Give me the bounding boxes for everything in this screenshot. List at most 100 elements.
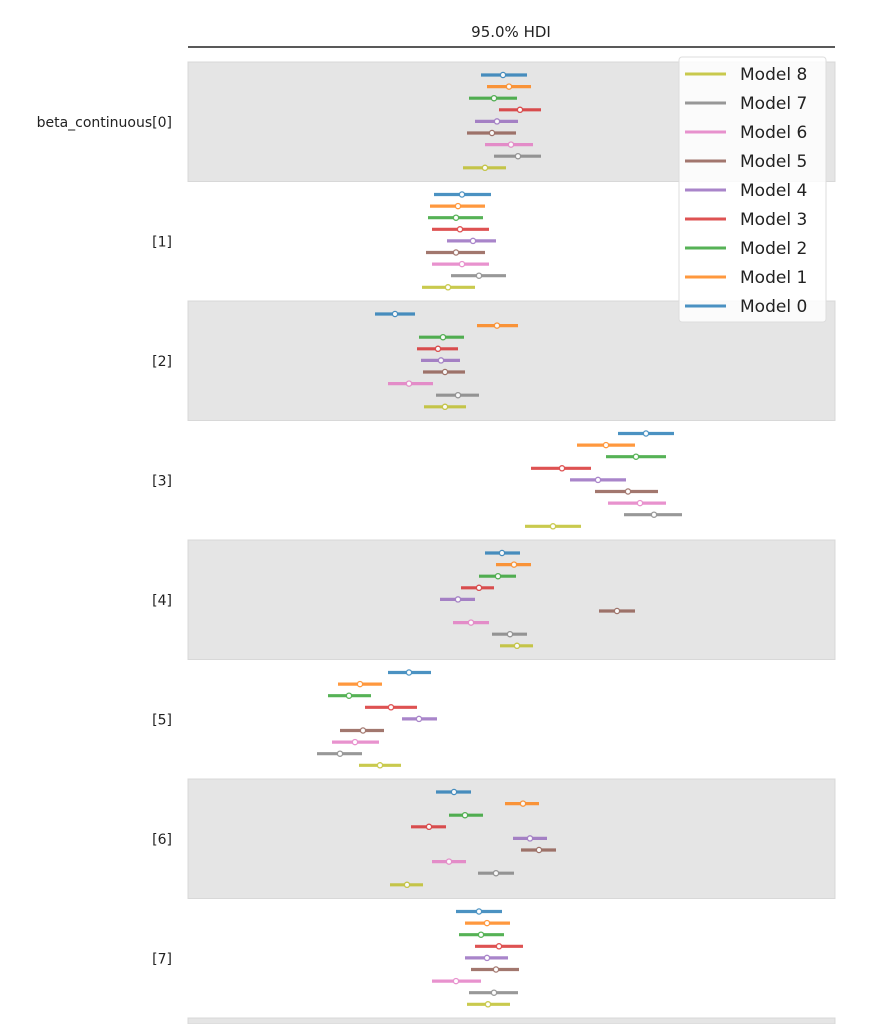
point-estimate <box>535 846 543 854</box>
hdi-interval-model-8 <box>390 881 423 889</box>
hdi-interval-model-5 <box>423 368 465 376</box>
point-estimate <box>650 511 658 518</box>
point-estimate <box>493 322 501 329</box>
hdi-interval-model-5 <box>340 727 384 734</box>
hdi-interval-model-7 <box>624 511 682 518</box>
point-estimate <box>602 441 610 449</box>
point-estimate <box>444 284 452 291</box>
hdi-interval-model-7 <box>494 152 541 160</box>
point-estimate <box>516 106 524 114</box>
legend: Model 8 Model 7 Model 6 Model 5 Model 4 Model… <box>678 56 827 323</box>
hdi-interval-model-4 <box>570 476 626 484</box>
hdi-interval-model-1 <box>487 83 531 90</box>
point-estimate <box>415 715 423 723</box>
legend-label: Model 1 <box>740 268 807 288</box>
point-estimate <box>437 357 445 364</box>
point-estimate <box>405 669 413 676</box>
point-estimate <box>441 368 449 376</box>
legend-label: Model 2 <box>740 239 807 259</box>
hdi-interval-model-7 <box>469 989 518 996</box>
hdi-interval-model-8 <box>422 284 475 291</box>
point-estimate <box>613 607 621 615</box>
point-estimate <box>594 476 602 484</box>
legend-item: Model 7 <box>685 94 807 114</box>
point-estimate <box>445 858 453 865</box>
hdi-interval-model-5 <box>599 607 635 615</box>
hdi-interval-model-3 <box>417 345 458 353</box>
point-estimate <box>484 1001 492 1008</box>
hdi-interval-model-8 <box>467 1001 510 1008</box>
hdi-interval-model-6 <box>608 499 666 507</box>
legend-label: Model 0 <box>740 297 807 317</box>
point-estimate <box>483 954 491 962</box>
parameter-label: [1] <box>152 234 172 250</box>
parameter-label: [4] <box>152 593 172 609</box>
hdi-interval-model-1 <box>505 800 539 807</box>
point-estimate <box>624 488 632 495</box>
point-estimate <box>514 152 522 160</box>
hdi-interval-model-6 <box>432 858 466 865</box>
point-estimate <box>632 453 640 460</box>
hdi-interval-model-3 <box>531 465 591 472</box>
point-estimate <box>405 380 413 387</box>
hdi-interval-model-7 <box>492 630 527 638</box>
legend-item: Model 6 <box>685 123 807 143</box>
hdi-interval-model-3 <box>411 823 446 831</box>
hdi-interval-model-0 <box>481 71 527 79</box>
point-estimate <box>467 619 475 626</box>
point-estimate <box>490 94 498 102</box>
hdi-interval-model-2 <box>459 931 504 938</box>
point-estimate <box>387 704 395 711</box>
hdi-interval-model-4 <box>440 596 475 603</box>
point-estimate <box>510 561 518 568</box>
legend-item: Model 4 <box>685 181 807 201</box>
point-estimate <box>359 727 367 734</box>
hdi-interval-model-1 <box>430 202 485 210</box>
point-estimate <box>513 642 521 650</box>
point-estimate <box>494 572 502 580</box>
legend-label: Model 5 <box>740 152 807 172</box>
hdi-interval-model-3 <box>475 943 523 950</box>
hdi-interval-model-6 <box>485 141 533 148</box>
hdi-interval-model-2 <box>328 692 371 699</box>
point-estimate <box>351 738 359 746</box>
hdi-interval-model-4 <box>402 715 437 723</box>
hdi-interval-model-6 <box>432 260 489 268</box>
parameter-bands <box>187 61 836 1024</box>
point-estimate <box>475 272 483 279</box>
hdi-interval-model-0 <box>436 788 471 796</box>
point-estimate <box>475 908 483 915</box>
legend-item: Model 0 <box>685 297 807 317</box>
point-estimate <box>481 164 489 172</box>
point-estimate <box>456 226 464 233</box>
legend-label: Model 4 <box>740 181 807 201</box>
point-estimate <box>492 966 500 973</box>
point-estimate <box>454 202 462 210</box>
point-estimate <box>454 391 462 399</box>
hdi-interval-model-5 <box>471 966 519 973</box>
hdi-interval-model-4 <box>447 237 496 245</box>
hdi-interval-model-2 <box>606 453 666 460</box>
point-estimate <box>507 141 515 148</box>
legend-label: Model 3 <box>740 210 807 230</box>
point-estimate <box>549 523 557 530</box>
parameter-label: [3] <box>152 473 172 489</box>
parameter-label: [2] <box>152 354 172 370</box>
point-estimate <box>488 129 496 137</box>
point-estimate <box>376 762 384 769</box>
hdi-interval-model-2 <box>479 572 516 580</box>
hdi-interval-model-5 <box>426 249 485 256</box>
hdi-interval-model-5 <box>595 488 658 495</box>
hdi-interval-model-7 <box>451 272 506 279</box>
legend-label: Model 6 <box>740 123 807 143</box>
point-estimate <box>454 596 462 603</box>
legend-item: Model 8 <box>685 65 807 85</box>
hdi-interval-model-0 <box>456 908 502 915</box>
hdi-interval-model-0 <box>434 191 491 198</box>
point-estimate <box>461 811 469 819</box>
parameter-label: beta_continuous[0] <box>37 115 172 131</box>
parameter-label: [7] <box>152 951 172 967</box>
hdi-interval-model-3 <box>461 584 494 592</box>
legend-label: Model 7 <box>740 94 807 114</box>
point-estimate <box>434 345 442 353</box>
